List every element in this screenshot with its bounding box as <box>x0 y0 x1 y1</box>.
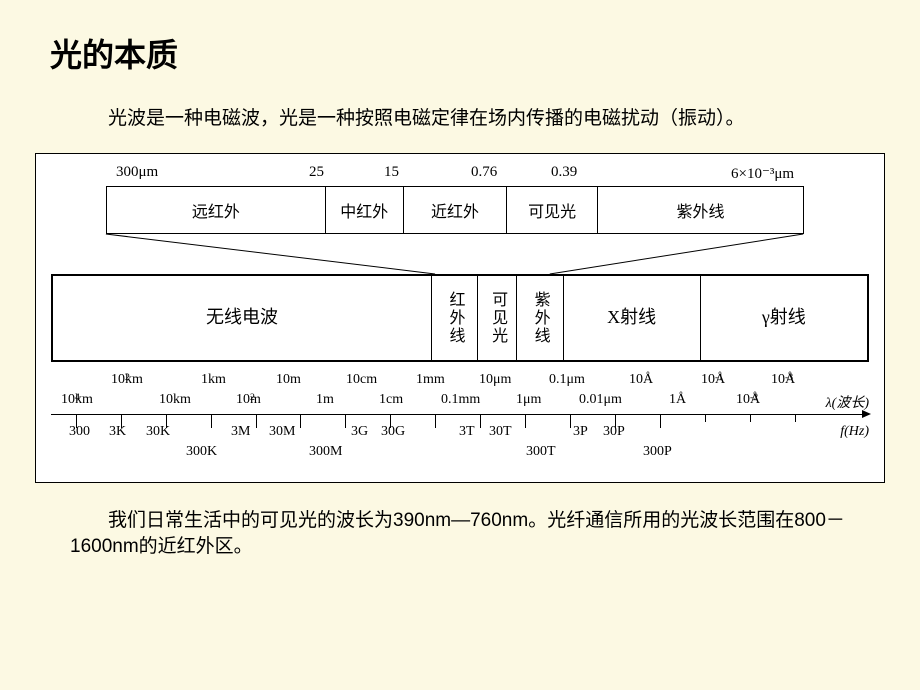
connector-lines <box>51 234 869 274</box>
axis-tick-label: 3P <box>573 424 588 440</box>
axis-tick-label: 0.1μm <box>549 372 585 388</box>
axis-tick-label: 102m <box>236 392 261 408</box>
main-em-band: 无线电波红外线可见光紫外线X射线γ射线 <box>51 274 869 362</box>
axis-tick-label: 0.01μm <box>579 392 622 408</box>
axis-tick-label: 10-2Å <box>736 392 760 408</box>
axis-tick-label: 300K <box>186 444 217 460</box>
wavelength-marker: 0.39 <box>551 164 577 181</box>
axis-tick-label: 10Å <box>629 372 653 388</box>
axis-tick-label: 30T <box>489 424 512 440</box>
outro-text: 我们日常生活中的可见光的波长为390nm—760nm。光纤通信所用的光波长范围在… <box>0 498 920 561</box>
axis-tick-label: 300 <box>69 424 90 440</box>
upper-band-segment: 近红外 <box>403 186 507 234</box>
main-band-segment: 可见光 <box>478 276 517 360</box>
upper-band-segment: 中红外 <box>325 186 403 234</box>
axis-tick-label: 10cm <box>346 372 377 388</box>
axis-tick <box>705 414 706 422</box>
main-band-segment: 紫外线 <box>517 276 563 360</box>
axis-tick-label: 10-3Å <box>771 372 795 388</box>
axis-tick <box>750 414 751 422</box>
axis-tick-label: 10km <box>159 392 191 408</box>
axis-tick-label: 300M <box>309 444 342 460</box>
upper-band-segment: 可见光 <box>506 186 597 234</box>
main-band-segment: γ射线 <box>701 276 867 360</box>
axis-tick-label: 1m <box>316 392 334 408</box>
axis-tick-label: 30M <box>269 424 295 440</box>
intro-text: 光波是一种电磁波，光是一种按照电磁定律在场内传播的电磁扰动（振动）。 <box>0 76 920 143</box>
wavelength-marker: 0.76 <box>471 164 497 181</box>
axis-tick-label: 300P <box>643 444 672 460</box>
upper-wavelength-labels: 300μm 25 15 0.76 0.39 6×10⁻³μm <box>51 164 869 186</box>
axis-tick-label: 1mm <box>416 372 445 388</box>
upper-band-segment: 紫外线 <box>597 186 804 234</box>
axis-tick <box>795 414 796 422</box>
axis-tick-label: 10m <box>276 372 301 388</box>
main-band-segment: X射线 <box>564 276 701 360</box>
main-band-segment: 红外线 <box>432 276 478 360</box>
frequency-row-2: 300K 300M 300T 300P <box>51 444 869 464</box>
axis-tick-label: 1km <box>201 372 226 388</box>
upper-band-segment: 远红外 <box>106 186 325 234</box>
main-band-segment: 无线电波 <box>53 276 432 360</box>
axis-tick-label: 104km <box>61 392 93 408</box>
axis-tick-label: 3G <box>351 424 368 440</box>
axis-tick-label: 10μm <box>479 372 511 388</box>
axis-tick-label: 300T <box>526 444 556 460</box>
em-spectrum-diagram: 300μm25150.760.396×10⁻³μm 远红外中红外近红外可见光紫外… <box>35 153 885 483</box>
upper-detail-band: 远红外中红外近红外可见光紫外线 <box>106 186 804 234</box>
axis-tick-label: 1cm <box>379 392 403 408</box>
axis-tick-label: 30K <box>146 424 170 440</box>
axis-tick-label: 1Å <box>669 392 686 408</box>
frequency-row-1: f(Hz) 300 3K 30K 3M 30M 3G 30G 3T 30T 3P 30P <box>51 424 869 444</box>
axis-tick-label: 30G <box>381 424 405 440</box>
axis-tick-label: 102km <box>111 372 143 388</box>
wavelength-row-1: 102km 1km 10m 10cm 1mm 10μm 0.1μm 10Å 10-1Å 10-3Å <box>51 372 869 392</box>
wavelength-marker: 6×10⁻³μm <box>731 164 794 183</box>
wavelength-row-2: λ(波长) 104km 10km 102m 1m 1cm 0.1mm 1μm 0.01μm 1Å… <box>51 392 869 412</box>
axis-tick-label: 0.1mm <box>441 392 480 408</box>
wavelength-marker: 300μm <box>116 164 158 181</box>
axis-tick-label: 30P <box>603 424 625 440</box>
axis-tick-label: 3T <box>459 424 475 440</box>
wavelength-marker: 15 <box>384 164 399 181</box>
axis-tick-label: 3K <box>109 424 126 440</box>
axis-tick-label: 1μm <box>516 392 541 408</box>
wavelength-marker: 25 <box>309 164 324 181</box>
axis-tick-label: 10-1Å <box>701 372 725 388</box>
freq-axis-label: f(Hz) <box>840 424 869 440</box>
axes-area: 102km 1km 10m 10cm 1mm 10μm 0.1μm 10Å 10-1Å 10-3Å… <box>51 372 869 467</box>
axis-tick-label: 3M <box>231 424 250 440</box>
arrow-icon <box>862 410 871 418</box>
page-title: 光的本质 <box>0 0 920 76</box>
lambda-axis-label: λ(波长) <box>826 392 869 412</box>
